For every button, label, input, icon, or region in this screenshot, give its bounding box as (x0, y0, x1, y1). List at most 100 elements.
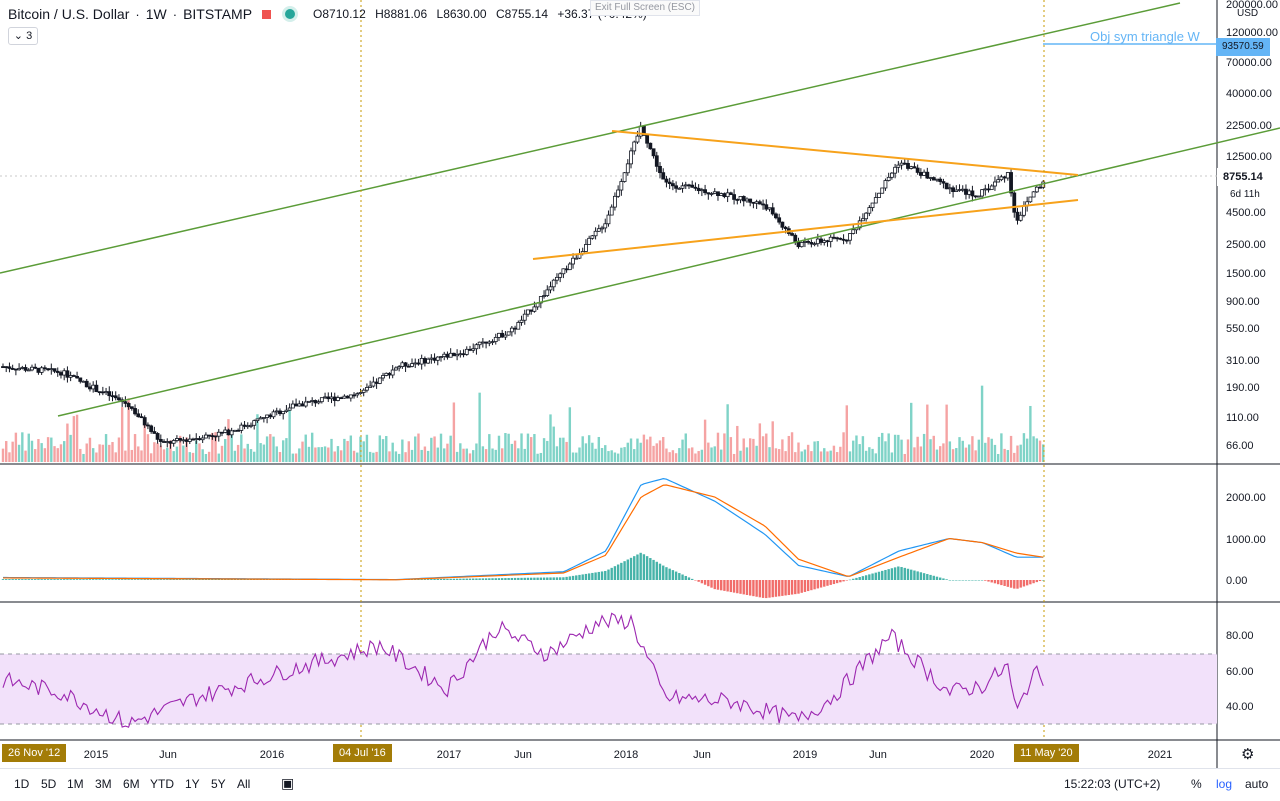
candle-body (239, 424, 244, 431)
candle-body (71, 375, 76, 377)
candle-body (596, 228, 601, 232)
macd-histogram-bar (5, 579, 8, 580)
macd-histogram-bar (887, 569, 890, 580)
range-1d-button[interactable]: 1D (14, 777, 30, 791)
macd-histogram-bar (938, 577, 942, 580)
percent-scale-button[interactable]: % (1191, 777, 1202, 791)
flag-icon[interactable] (262, 9, 272, 19)
volume-bar (694, 453, 697, 462)
candle-body (310, 400, 315, 402)
range-1m-button[interactable]: 1M (67, 777, 84, 791)
volume-bar (758, 423, 762, 462)
volume-bar (494, 449, 497, 462)
volume-bar (149, 453, 153, 462)
macd-histogram-bar (922, 573, 926, 580)
candle-body (352, 394, 356, 397)
volume-bar (449, 435, 452, 462)
macd-histogram-bar (43, 579, 47, 580)
symbol-title[interactable]: Bitcoin / U.S. Dollar (8, 6, 130, 22)
macd-histogram-bar (101, 579, 105, 580)
candle-body (358, 392, 363, 395)
volume-bar (1035, 438, 1039, 462)
volume-bar (884, 441, 887, 462)
macd-histogram-bar (166, 579, 169, 580)
date-range-icon[interactable]: ▣ (281, 775, 295, 791)
volume-bar (845, 405, 849, 462)
candle-body (1, 366, 5, 368)
interval-label[interactable]: 1W (145, 6, 167, 22)
candle-body (651, 148, 656, 157)
range-6m-button[interactable]: 6M (123, 777, 140, 791)
macd-histogram-bar (104, 579, 108, 580)
range-5y-button[interactable]: 5Y (211, 777, 226, 791)
range-1y-button[interactable]: 1Y (185, 777, 200, 791)
range-all-button[interactable]: All (237, 777, 251, 791)
candle-body (319, 397, 324, 403)
candle-body (877, 192, 881, 198)
time-tick-label: 2016 (260, 749, 284, 761)
auto-scale-button[interactable]: auto (1245, 777, 1269, 791)
volume-bar (697, 451, 700, 462)
trendline-drawings[interactable] (0, 0, 1280, 740)
volume-bar (691, 447, 694, 462)
volume-bar (426, 450, 430, 462)
exit-fullscreen-button[interactable]: Exit Full Screen (ESC) (590, 0, 700, 16)
gear-icon[interactable]: ⚙ (1241, 746, 1255, 763)
candle-body (635, 135, 640, 143)
candle-body (223, 429, 228, 433)
candle-body (484, 341, 488, 344)
candle-body (754, 201, 759, 204)
candle-body (616, 189, 621, 197)
volume-bar (195, 440, 198, 462)
candle-body (207, 434, 212, 437)
candle-body (664, 178, 669, 183)
candle-body (661, 172, 666, 180)
macd-histogram-bar (620, 562, 623, 580)
volume-bar (665, 448, 668, 462)
range-3m-button[interactable]: 3M (95, 777, 112, 791)
candle-body (902, 162, 907, 165)
mid-date-marker: 04 Jul '16 (333, 744, 392, 762)
volume-bar (253, 451, 256, 462)
indicators-toggle-button[interactable]: ⌄ 3 (8, 27, 38, 45)
volume-bar (127, 398, 130, 462)
volume-bar (700, 449, 704, 462)
currency-label[interactable]: USD (1237, 8, 1259, 19)
volume-bar (765, 433, 768, 462)
volume-bar (423, 446, 427, 462)
candle-body (1012, 192, 1017, 213)
log-scale-button[interactable]: log (1216, 777, 1233, 791)
macd-histogram-bar (1000, 580, 1003, 586)
macd-histogram-bar (610, 567, 613, 580)
volume-bar (971, 436, 974, 462)
volume-bar (810, 451, 813, 462)
range-5d-button[interactable]: 5D (41, 777, 57, 791)
candle-body (30, 366, 34, 371)
volume-bar (803, 449, 807, 462)
volume-bar (236, 444, 240, 462)
macd-histogram-bar (1035, 580, 1039, 583)
target-annotation[interactable]: Obj sym triangle W (1090, 29, 1200, 44)
macd-histogram-bar (575, 575, 578, 580)
range-ytd-button[interactable]: YTD (150, 777, 174, 791)
volume-bar (739, 450, 742, 462)
macd-histogram-bar (877, 571, 881, 580)
volume-bar (723, 433, 726, 462)
candle-body (307, 400, 311, 403)
volume-bar (996, 453, 1000, 462)
volume-bar (568, 407, 572, 462)
volume-bar (977, 439, 981, 462)
clock-time[interactable]: 15:22:03 (UTC+2) (1064, 777, 1161, 791)
macd-histogram-bar (694, 580, 697, 581)
candle-body (819, 238, 823, 243)
macd-histogram-bar (217, 579, 220, 580)
volume-bar (546, 440, 549, 462)
candle-body (909, 166, 914, 169)
macd-histogram-bar (224, 579, 227, 580)
candle-body (265, 414, 269, 418)
candle-body (46, 368, 50, 371)
candle-body (455, 354, 460, 357)
candle-body (432, 357, 437, 361)
volume-bar (281, 440, 285, 462)
